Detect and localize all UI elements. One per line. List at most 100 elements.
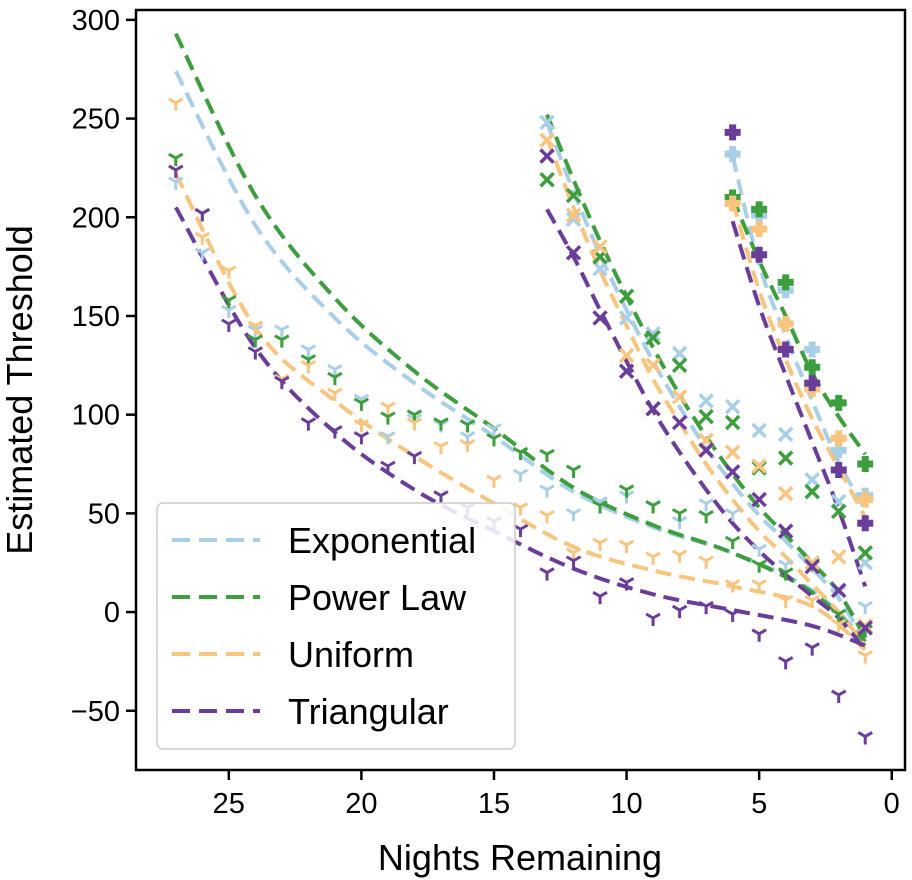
tri-marker-power-law — [168, 152, 184, 167]
tri-marker-uniform — [327, 387, 343, 401]
tri-marker-power-law — [830, 608, 847, 623]
x-marker-exponential — [671, 345, 688, 362]
plus-marker-exponential — [724, 146, 741, 163]
fit-curve-power-law — [545, 113, 867, 639]
x-marker-power-law — [857, 545, 873, 561]
tri-marker-uniform — [724, 579, 741, 593]
x-marker-power-law — [830, 503, 847, 520]
x-marker-uniform — [777, 485, 794, 502]
tri-marker-triangular — [247, 346, 264, 360]
tri-marker-exponential — [221, 304, 237, 319]
tri-marker-uniform — [512, 502, 529, 516]
tri-marker-exponential — [194, 247, 211, 261]
tri-marker-uniform — [645, 551, 661, 565]
tri-marker-triangular — [592, 590, 608, 605]
tri-marker-uniform — [486, 474, 502, 488]
x-axis-title: Nights Remaining — [378, 837, 662, 878]
tri-marker-uniform — [777, 594, 794, 609]
x-marker-triangular — [830, 582, 847, 599]
legend-label-power-law: Power Law — [288, 577, 467, 618]
tri-marker-uniform — [459, 438, 476, 453]
tri-marker-triangular — [698, 600, 714, 615]
x-marker-exponential — [645, 326, 661, 342]
y-tick-label: 50 — [88, 498, 120, 530]
tri-marker-power-law — [327, 371, 343, 386]
x-marker-triangular — [539, 148, 555, 164]
x-marker-power-law — [698, 408, 714, 425]
tri-marker-triangular — [857, 731, 873, 745]
plus-marker-uniform — [857, 491, 874, 508]
plus-marker-power-law — [804, 359, 821, 376]
tri-marker-uniform — [247, 320, 264, 334]
tri-marker-power-law — [645, 500, 661, 514]
x-marker-triangular — [698, 442, 714, 458]
tri-marker-power-law — [724, 535, 741, 550]
tri-marker-uniform — [380, 401, 396, 415]
plus-marker-triangular — [751, 246, 768, 263]
x-marker-uniform — [830, 549, 847, 565]
y-tick-label: 0 — [104, 597, 120, 629]
plus-marker-power-law — [777, 274, 794, 291]
tri-marker-triangular — [433, 490, 449, 504]
fit-curve-uniform — [545, 137, 867, 647]
tri-marker-triangular — [671, 604, 688, 619]
tri-marker-uniform — [300, 360, 317, 374]
tri-marker-uniform — [804, 594, 820, 609]
tri-marker-power-law — [353, 397, 370, 411]
x-marker-uniform — [751, 458, 767, 474]
tri-marker-uniform — [353, 419, 370, 433]
y-tick-label: 150 — [72, 301, 120, 333]
tri-marker-exponential — [512, 468, 529, 482]
tri-marker-triangular — [327, 425, 343, 439]
legend-label-triangular: Triangular — [288, 691, 449, 732]
plus-marker-uniform — [751, 221, 768, 238]
x-marker-uniform — [804, 554, 820, 571]
x-marker-triangular — [724, 464, 741, 480]
x-tick-label: 15 — [478, 788, 510, 820]
fit-curve-power-law — [730, 196, 867, 456]
tri-marker-triangular — [777, 656, 794, 670]
y-tick-label: 300 — [72, 5, 120, 37]
plus-marker-uniform — [830, 430, 847, 447]
plus-marker-uniform — [724, 195, 741, 212]
tri-marker-power-law — [459, 419, 476, 433]
tri-marker-power-law — [221, 294, 237, 309]
tri-marker-exponential — [274, 324, 290, 338]
legend-label-uniform: Uniform — [288, 634, 414, 675]
tri-marker-power-law — [247, 334, 264, 348]
fit-curve-uniform — [730, 200, 867, 519]
plus-marker-triangular — [830, 461, 847, 478]
x-marker-exponential — [777, 426, 794, 443]
tri-marker-power-law — [274, 334, 290, 348]
x-marker-power-law — [671, 357, 688, 374]
x-marker-power-law — [804, 483, 820, 500]
tri-marker-exponential — [565, 508, 582, 522]
x-marker-power-law — [645, 329, 661, 346]
x-marker-uniform — [671, 389, 688, 405]
x-marker-triangular — [618, 363, 635, 379]
y-axis: 300 250 200 150 100 50 0 −50 — [71, 5, 136, 728]
fit-curve-triangular — [730, 220, 868, 588]
x-tick-label: 25 — [213, 788, 245, 820]
x-tick-label: 5 — [751, 788, 767, 820]
x-marker-exponential — [618, 310, 635, 326]
tri-marker-power-law — [512, 446, 529, 461]
x-marker-uniform — [592, 239, 608, 255]
plus-marker-triangular — [777, 341, 794, 358]
tri-marker-uniform — [194, 231, 211, 246]
x-marker-uniform — [565, 207, 582, 224]
legend: Exponential Power Law Uniform Triangular — [156, 502, 516, 750]
tri-marker-uniform — [830, 618, 847, 632]
tri-marker-triangular — [645, 612, 661, 626]
tri-marker-uniform — [221, 265, 237, 279]
tri-marker-power-law — [565, 464, 582, 478]
tri-marker-uniform — [671, 549, 688, 563]
tri-marker-exponential — [168, 176, 184, 190]
tri-marker-uniform — [618, 539, 635, 553]
data-points — [168, 97, 874, 745]
x-marker-power-law — [777, 450, 794, 466]
tri-marker-exponential — [724, 508, 741, 522]
tri-marker-exponential — [539, 484, 555, 498]
tri-marker-triangular — [565, 555, 582, 569]
tri-marker-triangular — [194, 208, 211, 222]
